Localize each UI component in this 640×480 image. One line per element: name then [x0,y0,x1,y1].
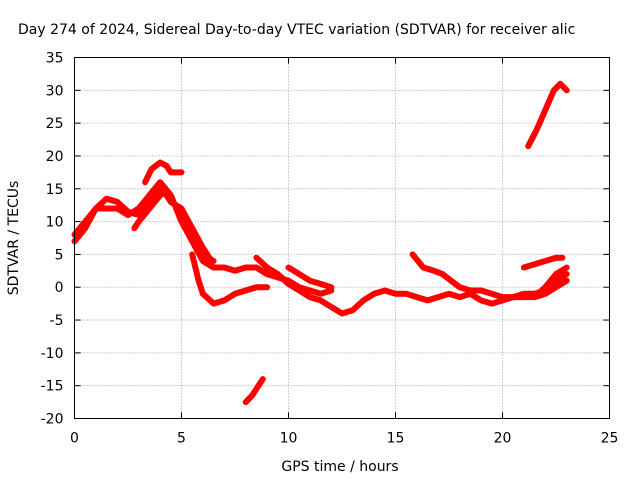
y-tick-label: -15 [41,379,64,395]
y-tick-label: -10 [41,346,64,362]
series-line-trace-4 [142,159,185,186]
y-tick-label: 5 [55,247,64,263]
x-tick-label: 10 [280,431,298,447]
series-line-trace-11 [531,264,570,301]
y-tick-label: 30 [46,83,64,99]
series-line-trace-2 [71,185,217,264]
series-line-trace-10 [520,254,566,271]
x-tick-labels: 0 5 10 15 20 25 [70,431,618,447]
x-tick-label: 15 [387,431,405,447]
plot-frame [74,57,610,419]
y-tick-label: 0 [55,280,64,296]
grid-lines [74,57,610,419]
x-tick-label: 0 [70,431,79,447]
series-line-trace-3 [131,189,213,261]
series-line-trace-13 [242,376,266,406]
x-axis-label: GPS time / hours [281,459,398,475]
y-axis-label: SDTVAR / TECUs [6,181,22,296]
y-tick-label: 25 [46,116,64,132]
series-group [71,80,570,406]
series-line-trace-5 [189,251,271,307]
x-tick-label: 25 [601,431,619,447]
y-tick-label: 10 [46,215,64,231]
chart-title: Day 274 of 2024, Sidereal Day-to-day VTE… [18,22,575,38]
y-tick-labels: -20 -15 -10 -5 0 5 10 15 20 25 30 35 [41,51,64,428]
y-tick-label: 35 [46,51,64,67]
y-tick-label: -5 [50,313,64,329]
y-tick-label: 20 [46,149,64,165]
x-tick-label: 20 [494,431,512,447]
y-tick-label: -20 [41,412,64,428]
x-tick-label: 5 [177,431,186,447]
y-tick-label: 15 [46,182,64,198]
series-line-trace-7 [253,264,335,297]
series-line-trace-12 [525,80,570,150]
axis-ticks [74,57,610,419]
series-line-trace-8 [285,264,335,291]
